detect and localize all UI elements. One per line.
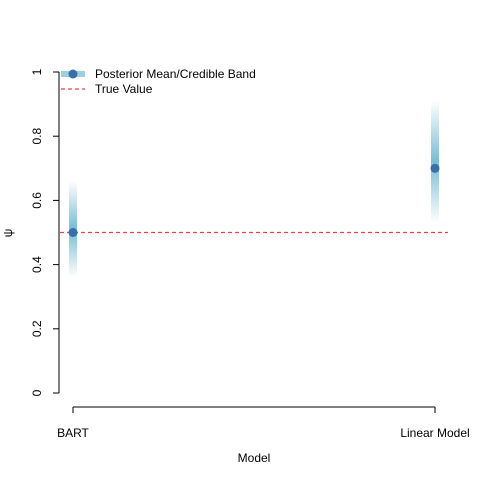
credible-bands	[69, 100, 439, 278]
legend-point-swatch	[68, 69, 78, 79]
x-tick-label: BART	[57, 426, 89, 440]
legend-label-true-value: True Value	[95, 82, 153, 96]
y-tick-label: 0.2	[30, 320, 44, 337]
x-axis-label: Model	[238, 451, 271, 465]
legend: Posterior Mean/Credible Band True Value	[61, 67, 256, 96]
y-tick-label: 1	[30, 68, 44, 75]
credible-band	[431, 100, 439, 223]
y-axis: 0 0.2 0.4 0.6 0.8 1	[30, 68, 60, 396]
y-tick-label: 0	[30, 389, 44, 396]
posterior-mean-point	[68, 228, 78, 237]
x-axis: BART Linear Model	[57, 406, 470, 440]
posterior-mean-points	[68, 163, 440, 237]
legend-label-posterior: Posterior Mean/Credible Band	[95, 67, 256, 81]
y-tick-label: 0.6	[30, 192, 44, 209]
y-tick-label: 0.8	[30, 128, 44, 145]
y-tick-label: 0.4	[30, 256, 44, 273]
posterior-mean-point	[430, 163, 440, 173]
x-tick-label: Linear Model	[400, 426, 469, 440]
y-axis-label: ψ	[1, 229, 15, 238]
